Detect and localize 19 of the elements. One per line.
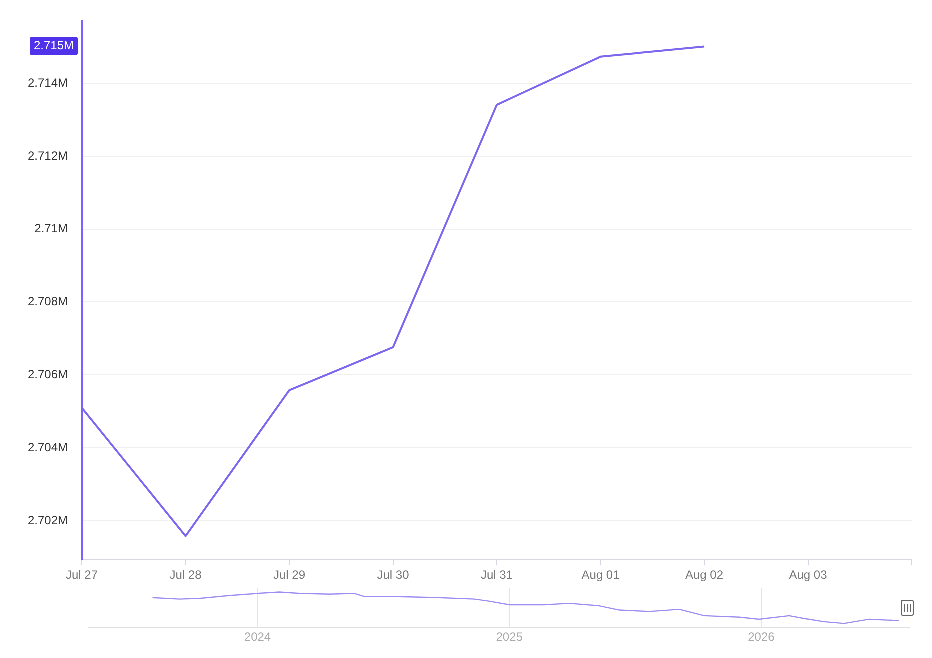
y-tick-label: 2.704M bbox=[28, 440, 68, 454]
y-tick-label: 2.712M bbox=[28, 148, 68, 163]
x-tick-label: Jul 29 bbox=[274, 568, 306, 582]
text: 2.715M bbox=[34, 38, 74, 53]
x-tick-label: Aug 01 bbox=[582, 568, 620, 582]
x-tick-label: Jul 28 bbox=[170, 568, 202, 582]
x-tick-label: Aug 02 bbox=[685, 568, 724, 582]
y-tick-label: 2.706M bbox=[28, 367, 68, 382]
x-tick-label: Aug 03 bbox=[789, 568, 828, 582]
x-tick-label: Jul 30 bbox=[377, 568, 410, 582]
y-tick-label: 2.708M bbox=[28, 294, 68, 309]
y-tick-label: 2.714M bbox=[28, 76, 68, 90]
x-tick-label: Jul 31 bbox=[480, 568, 514, 582]
x-tick-label: Jul 27 bbox=[66, 568, 98, 582]
x-tick-label: 2026 bbox=[748, 630, 776, 644]
x-tick-label: 2024 bbox=[244, 630, 272, 644]
y-tick-label: 2.702M bbox=[28, 513, 68, 528]
x-tick-label: 2025 bbox=[496, 630, 524, 644]
y-tick-label: 2.71M bbox=[34, 222, 68, 236]
